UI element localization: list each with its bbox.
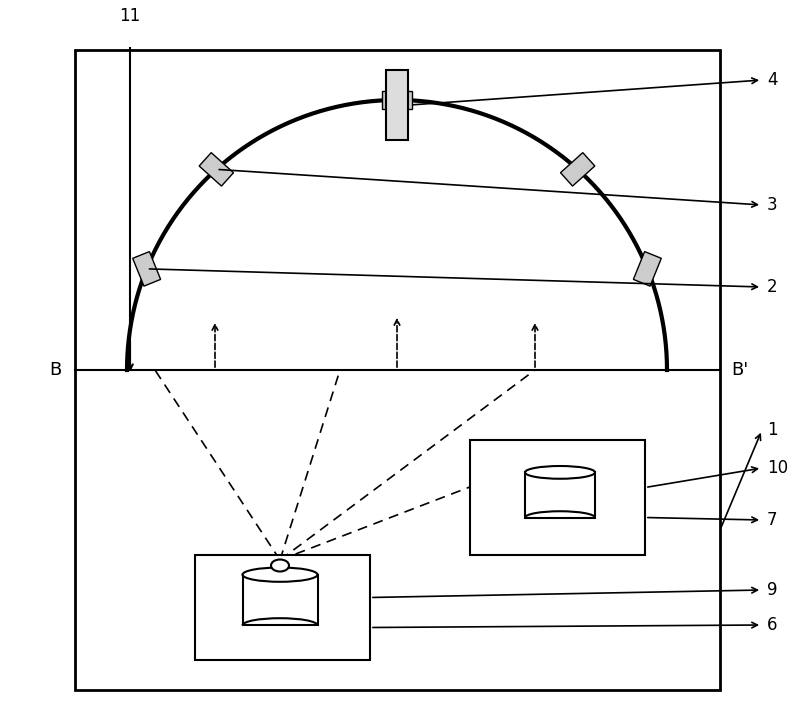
Text: B: B xyxy=(49,361,61,379)
Polygon shape xyxy=(199,153,233,186)
Text: 4: 4 xyxy=(767,71,778,89)
Text: 7: 7 xyxy=(767,511,778,529)
Text: 6: 6 xyxy=(767,616,778,634)
Text: 1: 1 xyxy=(767,421,778,439)
Polygon shape xyxy=(634,252,661,286)
Text: 3: 3 xyxy=(767,196,778,214)
Text: B': B' xyxy=(732,361,748,379)
Polygon shape xyxy=(133,252,161,286)
Bar xyxy=(386,70,408,140)
Text: 2: 2 xyxy=(767,278,778,296)
Text: 9: 9 xyxy=(767,581,778,599)
Bar xyxy=(243,574,318,625)
Bar xyxy=(195,555,370,660)
Polygon shape xyxy=(560,153,595,186)
Text: 11: 11 xyxy=(119,7,141,25)
Ellipse shape xyxy=(525,466,595,479)
Bar xyxy=(75,50,720,690)
Text: 10: 10 xyxy=(767,459,788,477)
Bar xyxy=(525,472,595,518)
Ellipse shape xyxy=(243,568,318,582)
Bar xyxy=(470,440,645,555)
Polygon shape xyxy=(382,91,412,109)
Ellipse shape xyxy=(271,560,289,571)
